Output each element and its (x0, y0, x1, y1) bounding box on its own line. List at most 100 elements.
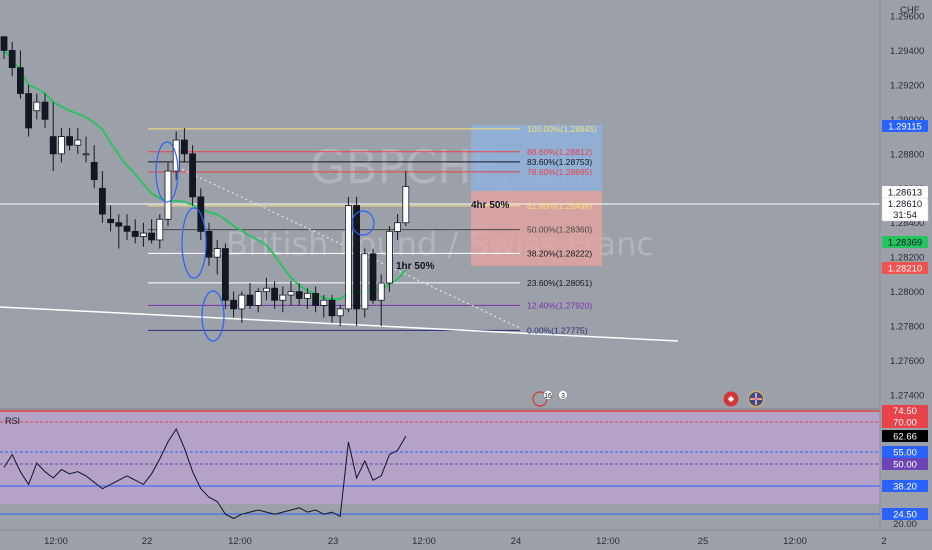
svg-text:74.50: 74.50 (893, 406, 917, 417)
rsi-line[interactable] (3, 428, 407, 520)
price-tags: 1.29115 1.28613 1.28610 31:54 1.28369 1.… (881, 120, 929, 275)
candle-body[interactable] (336, 308, 344, 317)
tag-ask: 1.28210 (888, 264, 922, 275)
time-axis[interactable] (0, 530, 932, 550)
tag-countdown: 31:54 (893, 210, 917, 221)
candle-body[interactable] (320, 299, 328, 306)
candle-body[interactable] (328, 299, 336, 317)
candle-body[interactable] (131, 230, 139, 237)
circle-marker-mid[interactable] (181, 207, 207, 279)
candle-body[interactable] (287, 291, 295, 296)
candle-body[interactable] (90, 162, 98, 181)
candle-body[interactable] (303, 292, 311, 299)
candle-body[interactable] (41, 101, 49, 120)
candle-body[interactable] (148, 232, 156, 241)
candle-body[interactable] (254, 291, 262, 306)
time-label: 24 (511, 536, 522, 547)
candle-body[interactable] (369, 253, 377, 301)
candle-body[interactable] (115, 222, 123, 227)
candle-body[interactable] (312, 292, 320, 306)
candle-body[interactable] (189, 153, 197, 198)
candle-body[interactable] (262, 287, 270, 293)
candle-body[interactable] (377, 282, 385, 301)
candle-body[interactable] (402, 186, 410, 224)
candle-body[interactable] (123, 225, 131, 232)
tag-ma: 1.28369 (888, 238, 922, 249)
candle-body[interactable] (238, 294, 246, 310)
candle-body[interactable] (271, 287, 279, 301)
fib-level-label: 50.00%(1.28360) (527, 225, 592, 235)
candle-body[interactable] (107, 218, 114, 224)
candle-body[interactable] (16, 67, 24, 94)
rsi-band (0, 412, 880, 504)
candle-body[interactable] (205, 230, 213, 258)
circle-marker-low[interactable] (201, 290, 225, 342)
support-trendline[interactable] (0, 306, 679, 342)
candle-body[interactable] (82, 153, 90, 156)
rsi-tag-55: 55.00 (893, 448, 917, 459)
fib-level-label: 88.60%(1.28812) (527, 147, 592, 157)
rsi-label: RSI (5, 416, 20, 426)
event-icons[interactable]: 16 3 (532, 390, 765, 408)
candle-body[interactable] (213, 248, 221, 258)
currency-label: CHF (900, 5, 920, 16)
candle-body[interactable] (25, 93, 33, 129)
price-tick: 1.28800 (890, 149, 924, 160)
candle-body[interactable] (230, 299, 238, 310)
price-tick: 1.29200 (890, 80, 924, 91)
candle-body[interactable] (353, 205, 361, 310)
fib-level-label: 83.60%(1.28753) (527, 157, 592, 167)
candle-body[interactable] (33, 101, 41, 112)
circle-marker-right[interactable] (351, 210, 375, 236)
time-label: 2 (881, 536, 886, 547)
fibonacci-labels: 100.00%(1.28945) 88.60%(1.28812)83.60%(1.… (527, 124, 597, 336)
tag-high: 1.29115 (888, 122, 922, 133)
candle-body[interactable] (58, 136, 65, 155)
price-tick: 1.28000 (890, 287, 924, 298)
candlestick-series[interactable] (0, 36, 410, 327)
candle-body[interactable] (139, 232, 147, 237)
rsi-tag-24: 24.50 (893, 510, 917, 521)
price-tick: 1.29400 (890, 46, 924, 57)
rsi-axis-tags: 74.50 70.00 62.66 55.00 50.00 38.20 24.5… (882, 405, 928, 530)
candle-body[interactable] (295, 291, 303, 299)
candle-body[interactable] (180, 139, 188, 155)
candle-body[interactable] (8, 50, 16, 69)
candle-body[interactable] (246, 294, 254, 306)
price-tick: 1.27400 (890, 391, 924, 402)
candle-body[interactable] (0, 36, 8, 51)
long-target-zone[interactable] (471, 125, 602, 191)
candle-body[interactable] (344, 205, 352, 310)
fib-level-label: 0.00%(1.27775) (527, 325, 588, 335)
time-label: 22 (142, 536, 153, 547)
circle-marker-top[interactable] (155, 141, 179, 203)
candle-body[interactable] (279, 294, 287, 301)
time-label: 23 (328, 536, 339, 547)
price-tick: 1.27800 (890, 322, 924, 333)
candle-body[interactable] (394, 222, 402, 232)
rsi-tag-70: 70.00 (893, 418, 917, 429)
candle-body[interactable] (66, 136, 73, 146)
price-tick: 1.27600 (890, 356, 924, 367)
fib-level-label: 38.20%(1.28222) (527, 248, 592, 258)
candle-body[interactable] (49, 136, 57, 155)
rsi-tick-20: 20.00 (893, 519, 917, 530)
candle-body[interactable] (99, 187, 106, 215)
time-label: 12:00 (44, 536, 68, 547)
moving-average-line[interactable] (3, 49, 407, 301)
candle-body[interactable] (221, 248, 229, 301)
candle-body[interactable] (361, 253, 369, 310)
candle-body[interactable] (164, 170, 172, 220)
candle-body[interactable] (74, 139, 82, 146)
price-tick: 1.28400 (890, 218, 924, 229)
tag-prev: 1.28613 (888, 188, 922, 199)
time-axis-labels: 12:00 22 12:00 23 12:00 24 12:00 25 12:00 2 (44, 536, 887, 547)
event-count-b: 3 (561, 393, 565, 400)
price-tick: 1.28200 (890, 253, 924, 264)
fib-level-label: 100.00%(1.28945) (527, 124, 597, 134)
candle-body[interactable] (385, 230, 393, 284)
candle-body[interactable] (156, 218, 164, 241)
rsi-tag-value: 62.66 (893, 432, 917, 443)
